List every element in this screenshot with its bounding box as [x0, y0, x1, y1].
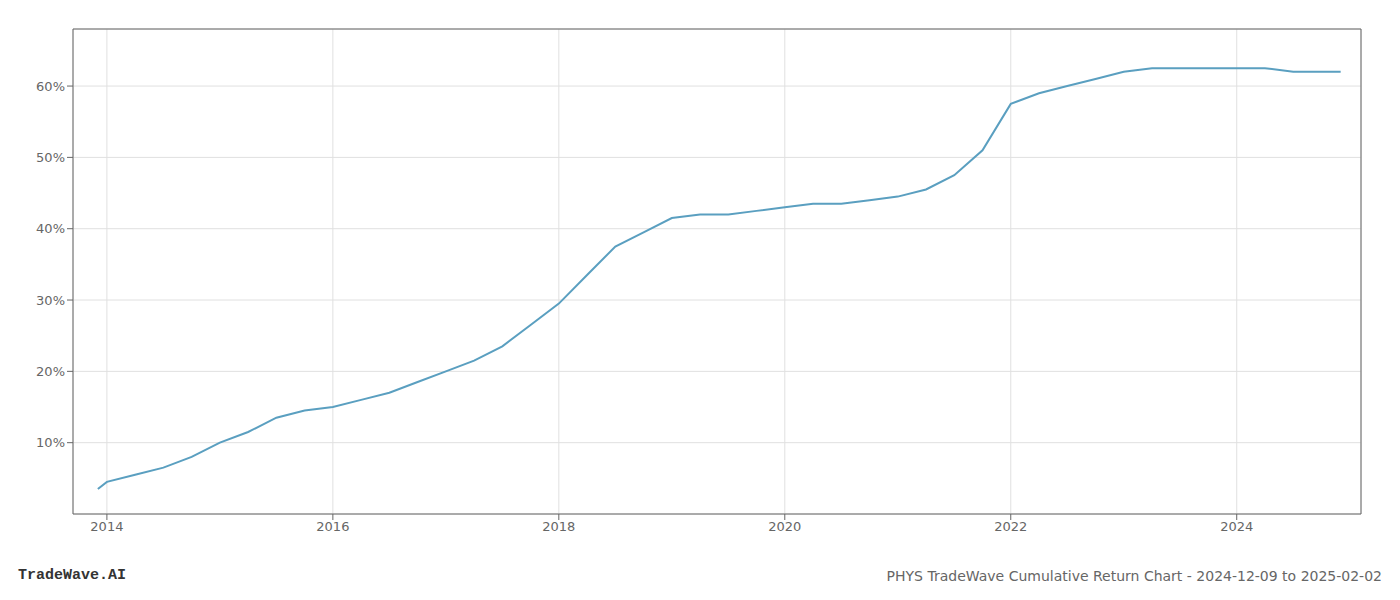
html-text:PHYS TradeWave Cumulative Retu: PHYS TradeWave Cumulative Return Chart -…: [886, 568, 1382, 584]
svg-text:2014: 2014: [90, 519, 123, 534]
svg-text:50%: 50%: [36, 150, 65, 165]
svg-text:2018: 2018: [542, 519, 575, 534]
html-text:TradeWave.AI: TradeWave.AI: [18, 567, 126, 584]
svg-text:60%: 60%: [36, 79, 65, 94]
svg-text:2022: 2022: [994, 519, 1027, 534]
svg-text:2016: 2016: [316, 519, 349, 534]
svg-text:2024: 2024: [1220, 519, 1253, 534]
svg-text:20%: 20%: [36, 364, 65, 379]
svg-text:40%: 40%: [36, 221, 65, 236]
svg-text:30%: 30%: [36, 293, 65, 308]
svg-text:2020: 2020: [768, 519, 801, 534]
svg-text:10%: 10%: [36, 435, 65, 450]
